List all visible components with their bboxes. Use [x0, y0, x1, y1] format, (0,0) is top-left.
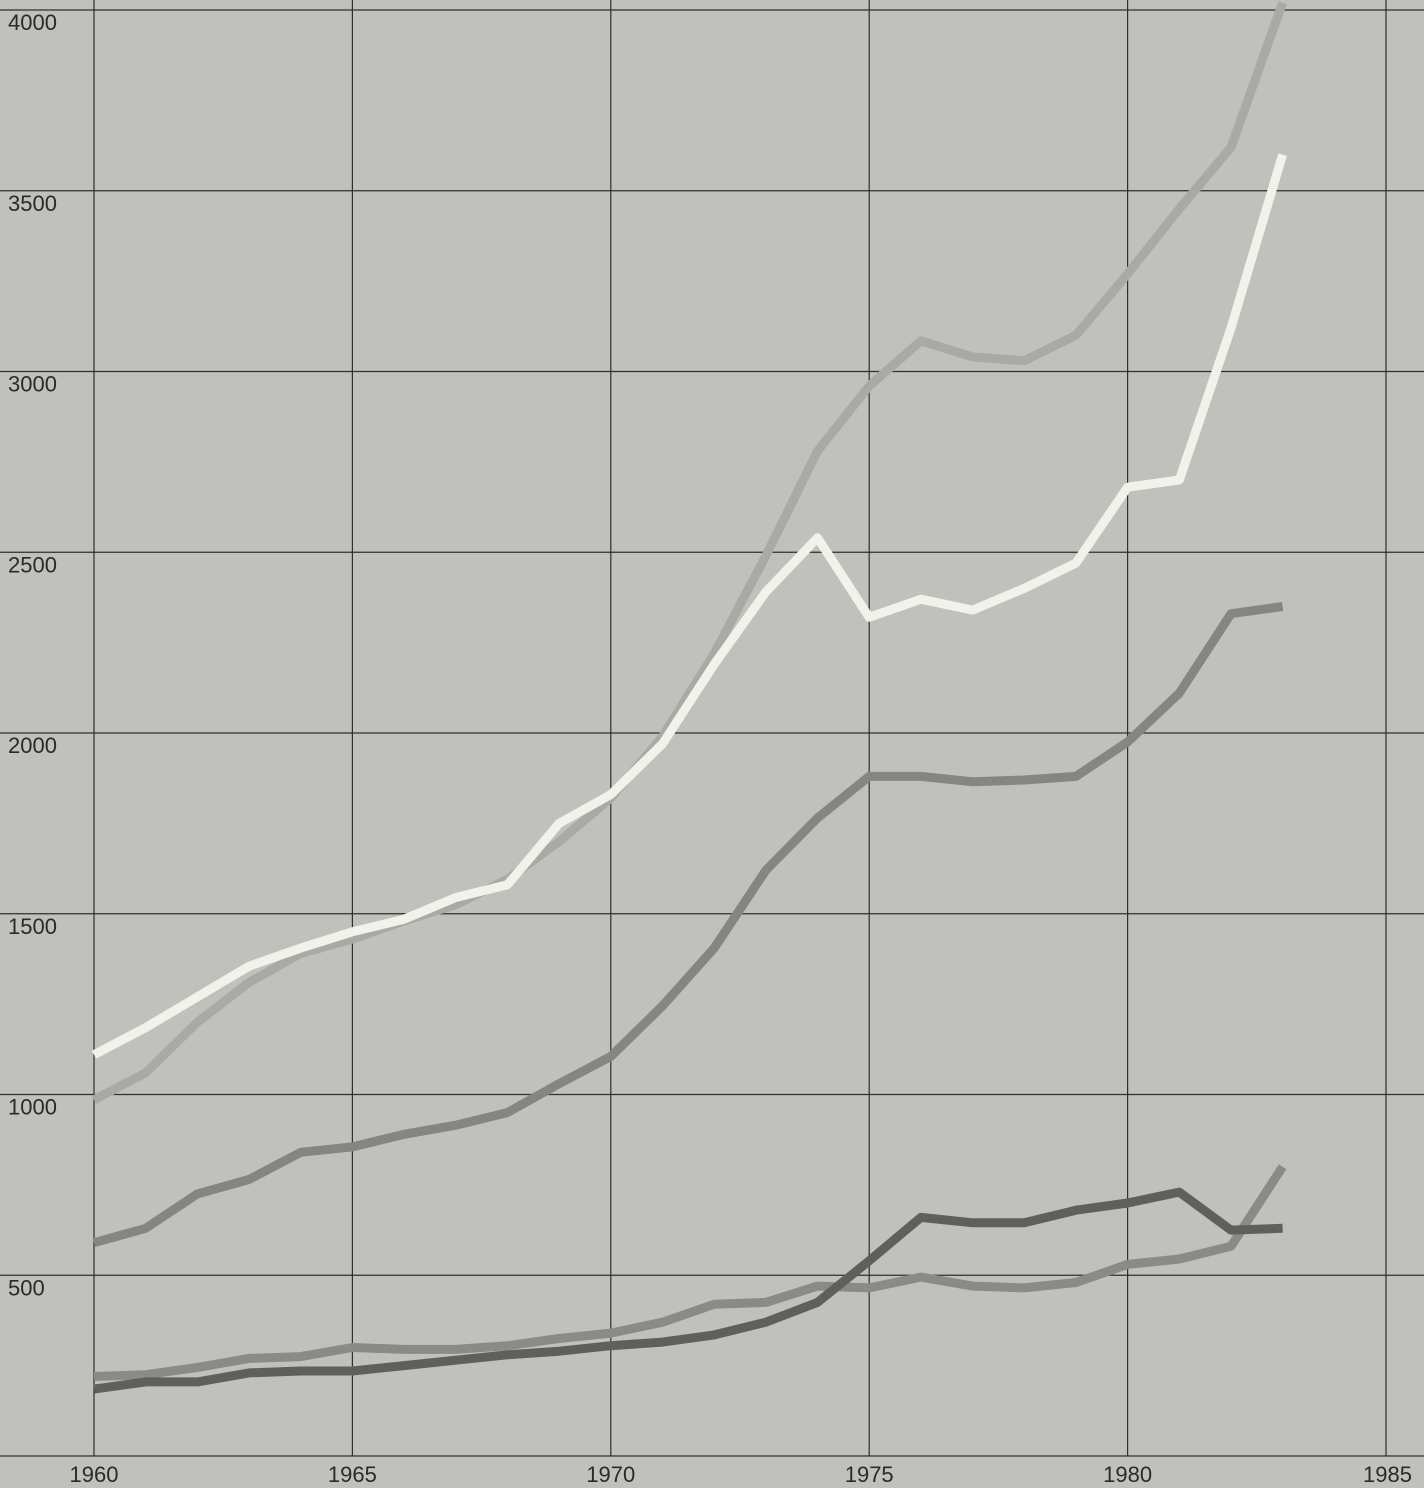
series-line-4	[93, 1164, 1287, 1381]
series-line-3	[92, 602, 1284, 1248]
y-tick-label: 2000	[8, 733, 57, 758]
x-tick-label: 1965	[328, 1462, 377, 1487]
x-tick-label: 1985	[1363, 1462, 1412, 1487]
series-lines	[91, 1, 1287, 1394]
x-tick-label: 1970	[586, 1462, 635, 1487]
x-tick-label: 1960	[70, 1462, 119, 1487]
x-tick-label: 1975	[845, 1462, 894, 1487]
y-tick-label: 500	[8, 1275, 45, 1300]
series-line-2	[91, 153, 1287, 1059]
x-tick-label: 1980	[1103, 1462, 1152, 1487]
y-tick-label: 3500	[8, 191, 57, 216]
y-tick-label: 2500	[8, 552, 57, 577]
y-tick-label: 1000	[8, 1095, 57, 1120]
tick-labels: 500 1000 1500 2000 2500 3000 3500 4000 1960 1965 1…	[8, 10, 1412, 1487]
y-tick-label: 1500	[8, 914, 57, 939]
grid	[0, 0, 1424, 1457]
series-line-1	[91, 1, 1287, 1104]
y-tick-label: 4000	[8, 10, 57, 35]
y-tick-label: 3000	[8, 372, 57, 397]
series-line-5	[93, 1187, 1283, 1394]
